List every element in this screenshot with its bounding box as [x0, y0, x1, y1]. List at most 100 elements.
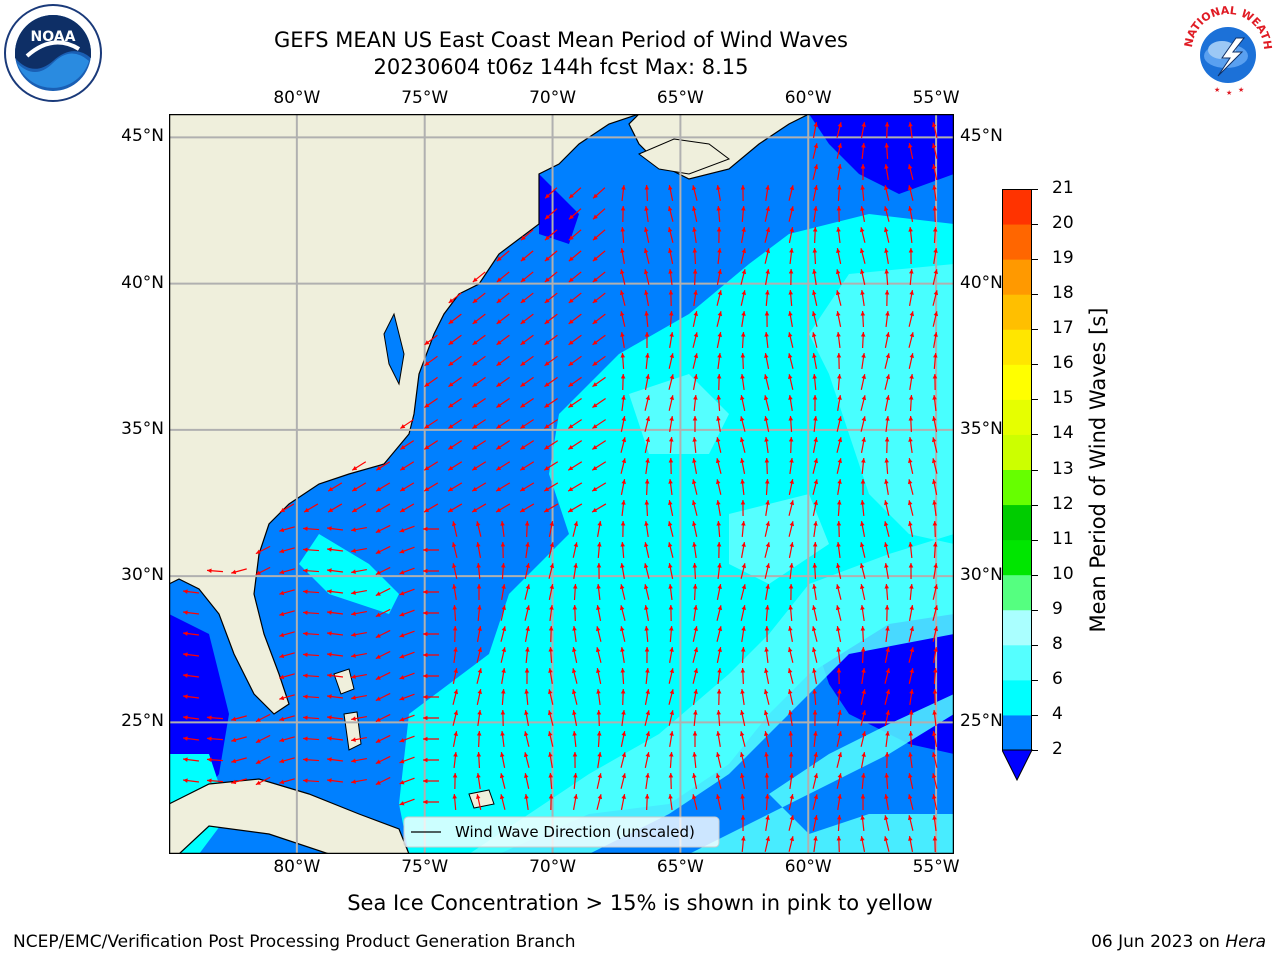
direction-arrow [861, 668, 866, 684]
direction-arrow [812, 562, 818, 580]
direction-arrow [837, 710, 842, 726]
direction-arrow [519, 482, 535, 492]
direction-arrow [668, 185, 674, 201]
legend-label: Wind Wave Direction (unscaled) [455, 823, 695, 841]
direction-arrow [788, 626, 793, 642]
direction-arrow [668, 689, 675, 705]
direction-arrow [644, 605, 650, 621]
direction-arrow [182, 736, 200, 741]
direction-arrow [326, 694, 344, 699]
longitude-label: 55°W [912, 857, 960, 877]
chesapeake-bay [383, 312, 405, 386]
colorbar-tick-mark [1032, 504, 1038, 506]
direction-arrow [351, 482, 367, 492]
direction-arrow [592, 397, 606, 409]
direction-arrow [351, 610, 367, 616]
direction-arrow [572, 730, 577, 748]
direction-arrow [351, 694, 367, 700]
direction-arrow [572, 794, 578, 810]
direction-arrow [619, 584, 626, 600]
direction-arrow [812, 815, 818, 831]
direction-arrow [524, 605, 531, 621]
direction-arrow [182, 757, 200, 762]
direction-arrow [500, 709, 506, 727]
direction-arrow [812, 458, 819, 474]
direction-arrow [909, 374, 914, 390]
direction-arrow [448, 334, 462, 346]
direction-arrow [908, 668, 914, 684]
direction-arrow [763, 710, 770, 726]
direction-arrow [788, 289, 793, 307]
direction-arrow [884, 457, 889, 475]
direction-arrow [524, 667, 530, 685]
svg-text:NOAA: NOAA [31, 29, 76, 45]
noaa-logo-icon: NOAA [3, 3, 103, 103]
direction-arrow [399, 756, 415, 764]
direction-arrow [520, 229, 534, 241]
direction-arrow [548, 793, 554, 811]
direction-arrow [860, 584, 866, 600]
direction-arrow [520, 397, 534, 409]
footer-date-text: 06 Jun 2023 on [1091, 932, 1220, 952]
direction-arrow [572, 625, 577, 643]
direction-arrow [472, 313, 486, 325]
direction-arrow [812, 269, 817, 285]
direction-arrow [351, 715, 367, 721]
direction-arrow [399, 461, 415, 471]
direction-arrow [279, 631, 295, 638]
direction-arrow [399, 567, 415, 575]
direction-arrow [620, 520, 626, 538]
direction-arrow [644, 395, 651, 411]
direction-arrow [620, 773, 627, 789]
direction-arrow [524, 563, 530, 579]
direction-arrow [302, 757, 320, 763]
direction-arrow [812, 541, 818, 559]
direction-arrow [182, 694, 200, 699]
direction-arrow [472, 397, 486, 409]
map-legend: Wind Wave Direction (unscaled) [403, 816, 720, 848]
direction-arrow [883, 542, 890, 558]
direction-arrow [908, 709, 914, 727]
direction-arrow [932, 269, 938, 285]
direction-arrow [812, 479, 819, 495]
colorbar-tick-mark [1032, 750, 1038, 751]
direction-arrow [933, 248, 938, 264]
direction-arrow [644, 184, 650, 202]
direction-arrow [692, 751, 697, 769]
direction-arrow [399, 651, 415, 659]
direction-arrow [932, 794, 938, 810]
direction-arrow [860, 310, 866, 328]
direction-arrow [448, 355, 462, 367]
longitude-label: 65°W [656, 88, 704, 108]
direction-arrow [548, 772, 553, 790]
direction-arrow [206, 778, 224, 783]
direction-arrow [669, 647, 674, 663]
colorbar-tick-mark [1032, 714, 1038, 716]
direction-arrow [572, 647, 578, 663]
direction-arrow [472, 292, 486, 304]
direction-arrow [764, 227, 771, 243]
direction-arrow [788, 206, 795, 222]
colorbar-tick-mark [1032, 609, 1038, 611]
direction-arrow [932, 479, 938, 495]
direction-arrow [351, 547, 367, 553]
direction-arrow [544, 376, 558, 388]
direction-arrow [206, 715, 224, 720]
direction-arrow [524, 793, 529, 811]
direction-arrow [544, 397, 558, 409]
map-panel: Wind Wave Direction (unscaled) [168, 113, 955, 855]
direction-arrow [837, 373, 842, 391]
direction-arrow [716, 605, 723, 621]
direction-arrow [326, 568, 344, 573]
direction-arrow [644, 731, 651, 747]
colorbar-tick-mark [1032, 679, 1038, 681]
direction-arrow [548, 563, 555, 579]
direction-arrow [620, 731, 626, 747]
direction-arrow [860, 437, 866, 453]
direction-arrow [549, 604, 554, 622]
direction-arrow [669, 310, 674, 328]
direction-arrow [811, 626, 818, 642]
direction-arrow [447, 440, 463, 450]
direction-arrow [715, 458, 722, 474]
direction-arrow [573, 563, 578, 579]
